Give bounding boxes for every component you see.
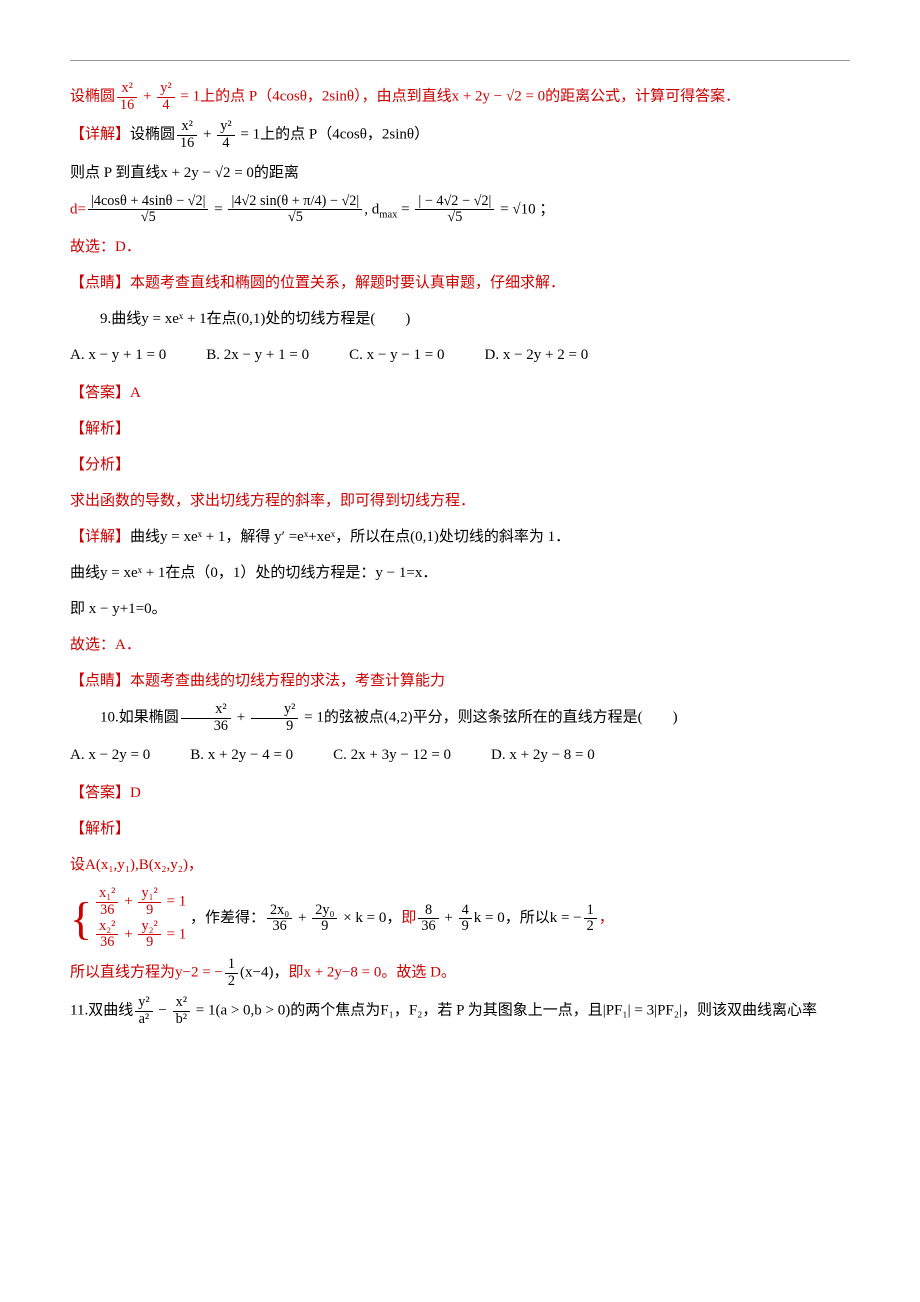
text: 设椭圆: [70, 89, 115, 105]
q9-detail-1: 【详解】曲线y = xeˣ + 1，解得 y′ =eˣ+xeˣ，所以在点(0,1…: [70, 522, 850, 552]
q9-answer: 【答案】A: [70, 378, 850, 408]
fraction: | − 4√2 − √2|√5: [415, 194, 494, 226]
fraction: x²16: [117, 81, 137, 113]
q9-opt-c: C. x − y − 1 = 0: [349, 340, 444, 370]
detail-line-2: 则点 P 到直线x + 2y − √2 = 0的距离: [70, 158, 850, 188]
q9-fenxi-label: 【分析】: [70, 450, 850, 480]
fraction: 12: [225, 957, 238, 989]
fraction: y²4: [217, 119, 234, 151]
q9-stem: 9.曲线y = xeˣ + 1在点(0,1)处的切线方程是( ): [70, 304, 850, 334]
fraction: x²16: [177, 119, 197, 151]
q9-select: 故选：A．: [70, 630, 850, 660]
q9-options: A. x − y + 1 = 0 B. 2x − y + 1 = 0 C. x …: [70, 340, 850, 370]
fraction: |4cosθ + 4sinθ − √2|√5: [88, 194, 209, 226]
fraction: |4√2 sin(θ + π/4) − √2|√5: [228, 194, 362, 226]
brace-system: { x₁²36 + y₁²9 = 1 x₂²36 + y₂²9 = 1: [70, 886, 186, 951]
q10-opt-d: D. x + 2y − 8 = 0: [491, 740, 595, 770]
d-equals: d=: [70, 201, 86, 217]
q10-stem: 10.如果椭圆x²36 + y²9 = 1的弦被点(4,2)平分，则这条弦所在的…: [70, 702, 850, 734]
answer-select: 故选：D．: [70, 232, 850, 262]
q9-detail-3: 即 x − y+1=0。: [70, 594, 850, 624]
fraction: y²9: [251, 702, 298, 734]
q10-system: { x₁²36 + y₁²9 = 1 x₂²36 + y₂²9 = 1 ，作差得…: [70, 886, 850, 951]
q10-opt-a: A. x − 2y = 0: [70, 740, 150, 770]
q9-detail-2: 曲线y = xeˣ + 1在点（0，1）处的切线方程是：y − 1=x．: [70, 558, 850, 588]
intro-line: 设椭圆x²16 + y²4 = 1上的点 P（4cosθ，2sinθ），由点到直…: [70, 81, 850, 113]
dianjing: 【点睛】本题考查直线和椭圆的位置关系，解题时要认真审题，仔细求解．: [70, 268, 850, 298]
q10-opt-c: C. 2x + 3y − 12 = 0: [333, 740, 451, 770]
q10-answer: 【答案】D: [70, 778, 850, 808]
q9-opt-a: A. x − y + 1 = 0: [70, 340, 166, 370]
fraction: x²b²: [173, 995, 190, 1027]
fraction: 836: [418, 903, 438, 935]
q9-dianjing: 【点睛】本题考查曲线的切线方程的求法，考查计算能力: [70, 666, 850, 696]
fraction: 2y₀9: [312, 903, 337, 935]
q10-line-eq: 所以直线方程为y−2 = −12(x−4)，即x + 2y−8 = 0。故选 D…: [70, 957, 850, 989]
q9-opt-b: B. 2x − y + 1 = 0: [206, 340, 309, 370]
q10-options: A. x − 2y = 0 B. x + 2y − 4 = 0 C. 2x + …: [70, 740, 850, 770]
q10-jiexi-label: 【解析】: [70, 814, 850, 844]
fraction: 2x₀36: [267, 903, 292, 935]
q10-opt-b: B. x + 2y − 4 = 0: [190, 740, 293, 770]
q10-set: 设A(x₁,y₁),B(x₂,y₂)，: [70, 850, 850, 880]
fraction: y²a²: [135, 995, 152, 1027]
fraction: x²36: [181, 702, 231, 734]
q9-fenxi-body: 求出函数的导数，求出切线方程的斜率，即可得到切线方程．: [70, 486, 850, 516]
q11-stem: 11.双曲线y²a² − x²b² = 1(a > 0,b > 0)的两个焦点为…: [70, 995, 850, 1027]
label: 【详解】: [70, 127, 130, 143]
header-rule: [70, 60, 850, 61]
formula-distance: d=|4cosθ + 4sinθ − √2|√5 = |4√2 sin(θ + …: [70, 194, 850, 226]
document-page: 设椭圆x²16 + y²4 = 1上的点 P（4cosθ，2sinθ），由点到直…: [0, 0, 920, 1074]
detail-line-1: 【详解】设椭圆x²16 + y²4 = 1上的点 P（4cosθ，2sinθ）: [70, 119, 850, 151]
fraction: y²4: [157, 81, 174, 113]
label: 【详解】: [70, 529, 130, 545]
fraction: 49: [459, 903, 472, 935]
q9-opt-d: D. x − 2y + 2 = 0: [485, 340, 589, 370]
fraction: 12: [584, 903, 597, 935]
q9-jiexi-label: 【解析】: [70, 414, 850, 444]
